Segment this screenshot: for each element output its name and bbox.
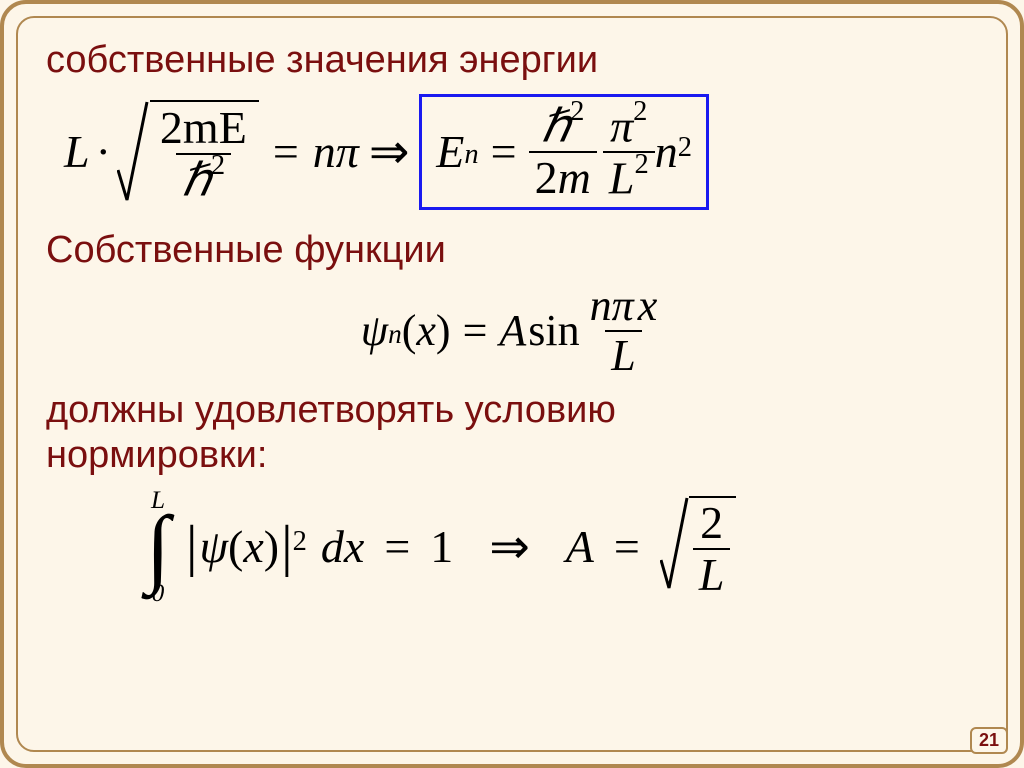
paren-open: ( bbox=[402, 305, 417, 356]
sym-n: n bbox=[590, 281, 612, 330]
sym-equals: = bbox=[451, 305, 500, 356]
heading-eigenvalues: собственные значения энергии bbox=[46, 38, 978, 84]
sym-E: E bbox=[436, 125, 464, 178]
sym-equals: = bbox=[378, 520, 416, 573]
sym-equals: = bbox=[479, 125, 529, 178]
heading-normalization: должны удовлетворять условию нормировки: bbox=[46, 388, 978, 479]
sub-n: n bbox=[388, 319, 402, 350]
equation-eigenfunction: ψn (x) = A sin nπx L bbox=[46, 284, 978, 378]
sym-equals: = bbox=[608, 520, 646, 573]
arrow-icon: ⇒ bbox=[359, 124, 419, 180]
equation-normalization: L ∫ 0 | ψ (x) | 2 dx = 1 ⇒ A = bbox=[146, 489, 978, 604]
num-1: 1 bbox=[430, 520, 453, 573]
paren-close: ) bbox=[264, 520, 279, 573]
heading-norm-line2: нормировки: bbox=[46, 434, 267, 476]
exp-2: 2 bbox=[293, 526, 307, 558]
abs-psi: | ψ (x) | 2 bbox=[184, 514, 307, 579]
sym-n: n bbox=[313, 125, 336, 178]
sym-dot: · bbox=[90, 125, 117, 178]
paren-open: ( bbox=[228, 520, 243, 573]
sym-pi: π bbox=[336, 125, 359, 178]
sym-A: A bbox=[566, 520, 594, 573]
exp-2: 2 bbox=[634, 149, 648, 180]
fn-sin: sin bbox=[526, 305, 583, 356]
sym-m: m bbox=[558, 152, 591, 203]
exp-2: 2 bbox=[211, 150, 225, 181]
sym-L: L bbox=[611, 331, 635, 380]
frac-npix-L: nπx L bbox=[584, 284, 664, 378]
frac-pi2-L2: π2 L2 bbox=[603, 103, 655, 202]
sym-equals: = bbox=[259, 125, 313, 178]
sym-hbar: ℏ bbox=[182, 154, 211, 205]
sym-L: L bbox=[609, 152, 635, 203]
page-number-badge: 21 bbox=[970, 727, 1008, 754]
integral: L ∫ 0 bbox=[146, 489, 170, 604]
paren-close: ) bbox=[436, 305, 451, 356]
sym-n: n bbox=[655, 125, 678, 178]
exp-2: 2 bbox=[570, 96, 584, 127]
abs-bar-left: | bbox=[184, 514, 200, 579]
sym-A: A bbox=[499, 305, 526, 356]
sym-x: x bbox=[634, 281, 658, 330]
sym-L: L bbox=[64, 125, 90, 178]
sym-L: L bbox=[693, 548, 731, 598]
heading-norm-line1: должны удовлетворять условию bbox=[46, 389, 616, 431]
integral-icon: ∫ bbox=[146, 512, 170, 582]
radical-icon bbox=[117, 100, 151, 204]
sym-d: d bbox=[321, 521, 344, 572]
exp-2: 2 bbox=[678, 132, 692, 164]
num-2mE: 2mE bbox=[160, 102, 247, 153]
exp-2: 2 bbox=[633, 96, 647, 127]
slide-frame: собственные значения энергии L · 2mE ℏ2 bbox=[0, 0, 1024, 768]
equation-energy-eigenvalue: L · 2mE ℏ2 = nπ ⇒ En bbox=[64, 94, 978, 211]
int-lower: 0 bbox=[152, 582, 165, 605]
sqrt-2-L: 2 L bbox=[660, 496, 737, 598]
frac-hbar2-2m: ℏ2 2m bbox=[529, 103, 597, 201]
sym-pi: π bbox=[610, 100, 633, 151]
sym-pi: π bbox=[612, 281, 634, 330]
num-2: 2 bbox=[694, 500, 729, 548]
num-2: 2 bbox=[535, 152, 558, 203]
slide-inner: собственные значения энергии L · 2mE ℏ2 bbox=[16, 16, 1008, 752]
sym-hbar: ℏ bbox=[541, 100, 570, 151]
sqrt-2mE-hbar2: 2mE ℏ2 bbox=[117, 100, 259, 204]
sym-x: x bbox=[416, 305, 436, 356]
sym-x: x bbox=[243, 520, 263, 573]
arrow-icon: ⇒ bbox=[467, 519, 551, 575]
boxed-energy-formula: En = ℏ2 2m π2 L2 n2 bbox=[419, 94, 709, 211]
heading-eigenfunctions: Собственные функции bbox=[46, 228, 978, 274]
radical-icon bbox=[660, 496, 690, 598]
sym-x: x bbox=[344, 521, 364, 572]
sym-psi: ψ bbox=[361, 305, 388, 356]
sub-n: n bbox=[464, 139, 478, 171]
sym-psi: ψ bbox=[199, 520, 228, 573]
